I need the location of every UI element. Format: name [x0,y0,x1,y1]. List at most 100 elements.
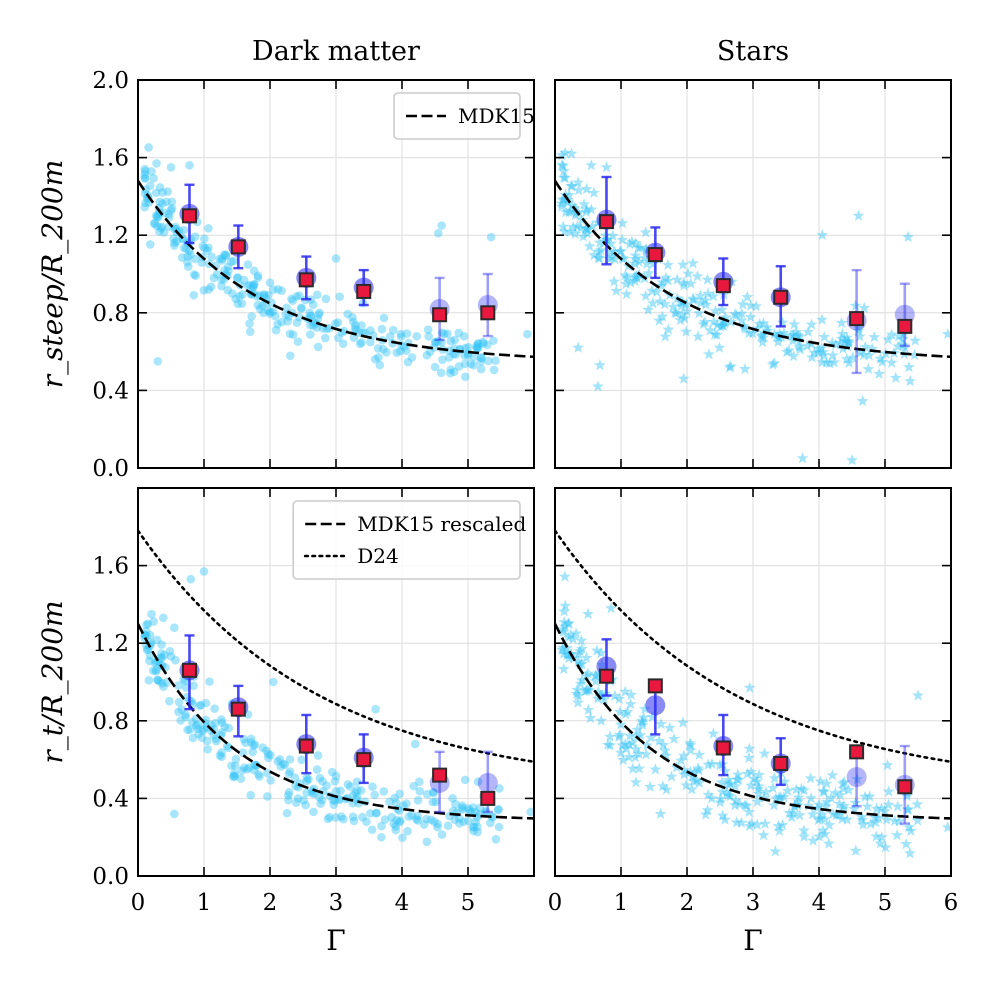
scatter-star [816,229,829,241]
scatter-star [756,336,769,348]
scatter-point [188,733,198,743]
scatter-star [851,773,864,785]
scatter-star [752,780,765,792]
scatter-star [766,358,779,370]
scatter-point [437,328,447,338]
scatter-star [891,800,904,812]
scatter-point [199,567,209,576]
scatter-star [761,324,774,336]
scatter-star [724,790,737,802]
scatter-star [610,284,623,296]
scatter-point [288,296,298,305]
scatter-star [784,329,797,341]
scatter-star [716,809,729,821]
scatter-point [177,705,187,714]
scatter-star [743,327,755,339]
scatter-star [849,796,862,808]
scatter-point [356,786,366,795]
scatter-point [330,796,340,806]
scatter-point [375,360,385,370]
scatter-star [676,308,688,320]
scatter-star [582,667,594,679]
scatter-point [200,243,209,253]
scatter-star [657,738,670,751]
scatter-star [587,186,600,198]
scatter-point [350,324,360,334]
scatter-point [246,734,256,744]
scatter-point [398,833,407,843]
scatter-point [302,776,312,786]
scatter-star [752,782,765,795]
scatter-point [265,309,275,318]
scatter-star [820,777,833,789]
scatter-star [629,274,642,287]
scatter-point [141,198,150,208]
scatter-star [581,683,594,695]
scatter-star [898,341,911,353]
scatter-point [292,318,302,328]
scatter-star [674,314,687,326]
scatter-star [874,837,887,849]
scatter-star [807,834,819,846]
scatter-star [604,739,617,751]
scatter-star [589,675,602,687]
scatter-point [445,368,455,378]
scatter-star [630,743,642,755]
scatter-star [569,227,582,239]
scatter-star [719,765,732,777]
scatter-point [190,232,200,242]
scatter-star [707,290,720,302]
scatter-point [231,754,241,764]
scatter-point [474,339,483,349]
scatter-star [896,333,909,345]
scatter-star [744,779,757,791]
scatter-point [259,290,269,299]
scatter-point [428,797,438,807]
scatter-point [476,357,486,367]
scatter-star [731,768,744,780]
scatter-point [437,337,446,347]
scatter-star [735,816,748,828]
scatter-point [454,362,464,371]
scatter-star [853,322,865,334]
scatter-star [911,814,924,826]
binned-median-square [298,272,314,288]
scatter-point [457,803,467,813]
scatter-point [296,304,306,313]
binned-median-square [598,668,614,684]
scatter-star [580,205,593,218]
panel-dark-matter-rt: 0.0 0.4 0.8 1.2 1.6 0 1 2 3 4 5 MDK15 rescaled D24 [92,487,535,916]
scatter-point [262,768,272,778]
scatter-star [626,736,639,748]
scatter-star [755,329,768,342]
scatter-point [172,237,182,246]
scatter-star [716,785,729,797]
scatter-point [430,362,440,372]
scatter-point [377,832,386,842]
scatter-star [702,788,715,800]
scatter-star [729,794,742,806]
binned-median-square [480,790,496,806]
scatter-point [396,329,406,339]
scatter-point [233,273,243,282]
scatter-point [157,653,167,662]
scatter-star [856,813,868,825]
scatter-star [888,814,901,827]
scatter-star [583,684,596,696]
scatter-star [585,203,598,215]
scatter-point [211,734,221,743]
scatter-star [572,648,585,660]
scatter-point [203,745,212,754]
scatter-point [460,372,470,382]
scatter-point [228,289,237,298]
scatter-star [687,775,700,787]
scatter-point [140,164,150,174]
scatter-star [555,197,568,209]
binned-median-square [849,744,865,760]
scatter-point [210,704,219,713]
scatter-star [836,327,849,340]
scatter-point [434,228,443,238]
scatter-point [158,199,167,208]
scatter-point [339,814,348,824]
